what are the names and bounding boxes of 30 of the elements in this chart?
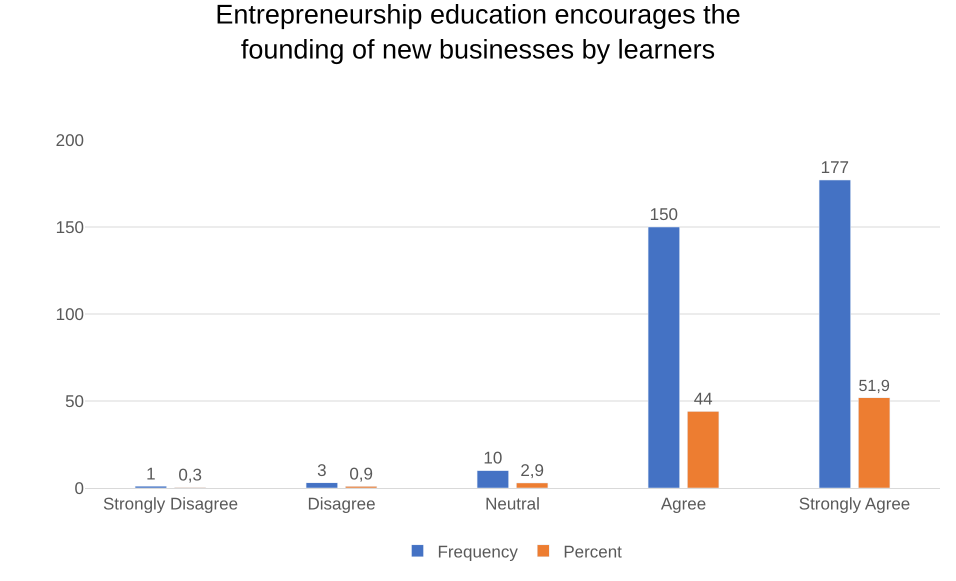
data-label: 44 — [694, 389, 713, 408]
bar — [687, 411, 720, 488]
x-tick-label: Strongly Agree — [798, 494, 910, 514]
bar — [306, 482, 338, 488]
bar — [858, 397, 890, 488]
y-tick-label: 200 — [56, 130, 84, 150]
x-tick-label: Disagree — [307, 494, 376, 514]
bar — [648, 226, 680, 488]
data-label: 0,3 — [178, 465, 202, 484]
data-label: 2,9 — [520, 460, 544, 480]
data-label: 3 — [317, 460, 327, 480]
data-label: 51,9 — [858, 376, 890, 395]
legend-label: Frequency — [438, 542, 518, 562]
legend-label: Percent — [563, 542, 622, 562]
x-tick-label: Strongly Disagree — [102, 494, 238, 514]
bar — [818, 180, 851, 488]
y-tick-label: 150 — [56, 218, 84, 237]
y-tick-label: 0 — [74, 478, 84, 498]
y-tick-label: 50 — [65, 392, 84, 411]
bar — [476, 470, 509, 488]
data-label: 1 — [146, 464, 156, 484]
x-tick-label: Agree — [660, 494, 706, 514]
x-tick-label: Neutral — [485, 494, 540, 514]
bar — [516, 482, 548, 488]
data-label: 10 — [483, 448, 502, 468]
chart-title: Entrepreneurship education encourages the founding of new businesses by learners — [215, 0, 741, 64]
y-tick-label: 100 — [56, 304, 84, 324]
data-label: 177 — [820, 158, 850, 178]
data-label: 0,9 — [349, 464, 373, 484]
data-label: 150 — [650, 205, 678, 224]
